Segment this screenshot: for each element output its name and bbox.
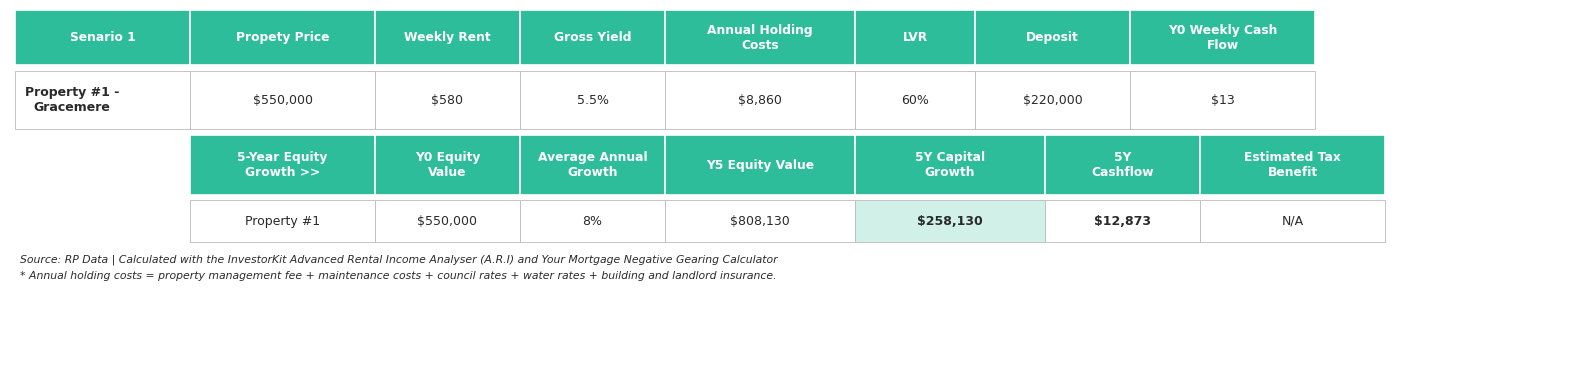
Text: $580: $580 [431,93,464,107]
Bar [975,10,1130,65]
Text: 5Y
Cashflow: 5Y Cashflow [1091,151,1154,179]
Text: * Annual holding costs = property management fee + maintenance costs + council r: * Annual holding costs = property manage… [21,271,776,281]
Text: $258,130: $258,130 [917,214,983,228]
Text: 5Y Capital
Growth: 5Y Capital Growth [914,151,986,179]
Text: Y0 Equity
Value: Y0 Equity Value [415,151,480,179]
Bar [189,200,375,242]
Text: Property #1: Property #1 [245,214,320,228]
Bar [855,10,975,65]
Bar [1130,10,1315,65]
Bar [1045,135,1200,195]
Bar [520,71,665,129]
Text: $13: $13 [1210,93,1234,107]
Text: Deposit: Deposit [1026,31,1080,44]
Text: N/A: N/A [1282,214,1304,228]
Text: Estimated Tax
Benefit: Estimated Tax Benefit [1243,151,1340,179]
Text: Propety Price: Propety Price [235,31,329,44]
Bar [855,71,975,129]
Bar [14,71,189,129]
Text: Source: RP Data | Calculated with the InvestorKit Advanced Rental Income Analyse: Source: RP Data | Calculated with the In… [21,255,778,265]
Bar [665,10,855,65]
Bar [375,10,520,65]
Text: $220,000: $220,000 [1022,93,1083,107]
Text: 5.5%: 5.5% [577,93,609,107]
Bar [189,10,375,65]
Text: 5-Year Equity
Growth >>: 5-Year Equity Growth >> [237,151,328,179]
Bar [975,71,1130,129]
Text: 8%: 8% [582,214,603,228]
Text: LVR: LVR [903,31,927,44]
Bar [520,135,665,195]
Bar [665,200,855,242]
Bar [189,71,375,129]
Bar [189,135,375,195]
Bar [855,135,1045,195]
Text: $8,860: $8,860 [738,93,782,107]
Text: Average Annual
Growth: Average Annual Growth [537,151,647,179]
Text: $550,000: $550,000 [418,214,477,228]
Bar [1200,135,1385,195]
Bar [375,200,520,242]
Text: Y5 Equity Value: Y5 Equity Value [706,158,814,172]
Text: $550,000: $550,000 [253,93,313,107]
Bar [375,71,520,129]
Text: Weekly Rent: Weekly Rent [404,31,491,44]
Bar [665,71,855,129]
Text: 60%: 60% [902,93,929,107]
Text: Y0 Weekly Cash
Flow: Y0 Weekly Cash Flow [1167,23,1277,51]
Bar [1045,200,1200,242]
Text: Annual Holding
Costs: Annual Holding Costs [708,23,812,51]
Bar [855,200,1045,242]
Bar [520,10,665,65]
Text: Property #1 -
Gracemere: Property #1 - Gracemere [25,86,119,114]
Bar [1200,200,1385,242]
Bar [14,10,189,65]
Text: Gross Yield: Gross Yield [553,31,631,44]
Text: $12,873: $12,873 [1094,214,1151,228]
Bar [375,135,520,195]
Bar [1130,71,1315,129]
Bar [520,200,665,242]
Text: $808,130: $808,130 [730,214,790,228]
Bar [665,135,855,195]
Text: Senario 1: Senario 1 [70,31,135,44]
